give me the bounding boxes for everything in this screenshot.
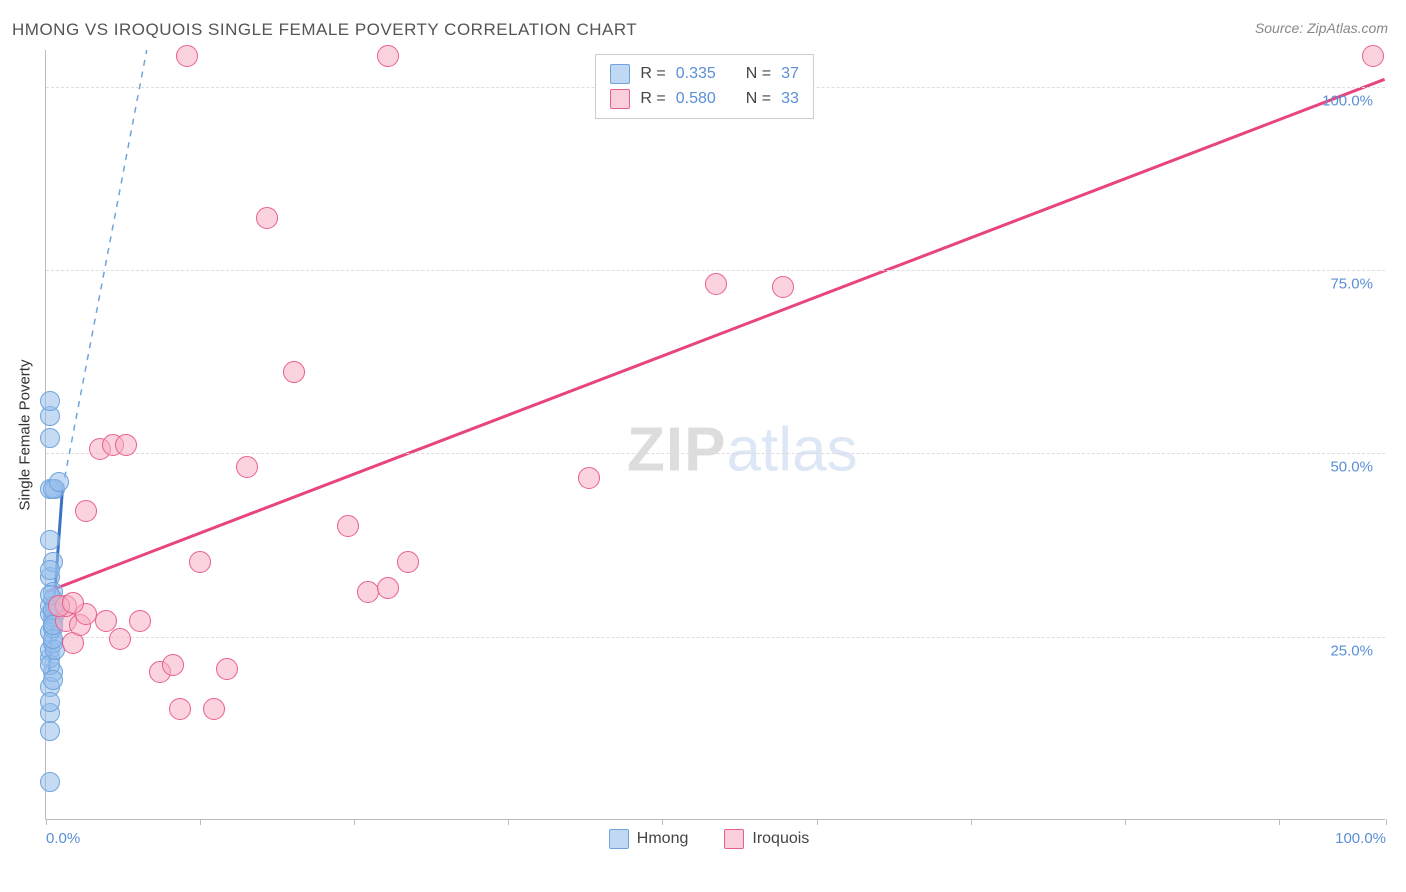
watermark: ZIPatlas — [627, 414, 857, 485]
scatter-point — [40, 428, 60, 448]
x-tick-label: 0.0% — [46, 830, 80, 847]
scatter-point — [283, 361, 305, 383]
gridline — [46, 270, 1385, 271]
chart-title: HMONG VS IROQUOIS SINGLE FEMALE POVERTY … — [12, 20, 637, 40]
scatter-point — [49, 472, 69, 492]
legend-swatch — [724, 829, 744, 849]
legend-swatch — [610, 64, 630, 84]
x-tick — [1386, 819, 1387, 825]
legend-r-value: 0.580 — [676, 86, 716, 112]
y-tick-label: 100.0% — [1322, 92, 1373, 109]
legend-n-label: N = — [746, 61, 771, 87]
scatter-point — [377, 45, 399, 67]
legend-r-value: 0.335 — [676, 61, 716, 87]
legend-correlation: R = 0.335 N = 37 R = 0.580 N = 33 — [595, 54, 814, 119]
trend-lines-layer — [46, 50, 1385, 819]
watermark-part1: ZIP — [627, 415, 726, 484]
y-tick-label: 75.0% — [1330, 276, 1373, 293]
legend-series: Hmong Iroquois — [609, 829, 836, 849]
legend-n-value: 37 — [781, 61, 799, 87]
scatter-point — [62, 592, 84, 614]
legend-item: Hmong — [609, 829, 689, 849]
legend-n-value: 33 — [781, 86, 799, 112]
scatter-point — [40, 692, 60, 712]
chart-plot-area: ZIPatlas 25.0%50.0%75.0%100.0%0.0%100.0%… — [45, 50, 1385, 820]
scatter-point — [162, 654, 184, 676]
x-tick-label: 100.0% — [1335, 830, 1386, 847]
scatter-point — [203, 698, 225, 720]
scatter-point — [216, 658, 238, 680]
scatter-point — [43, 670, 63, 690]
scatter-point — [40, 560, 60, 580]
scatter-point — [1362, 45, 1384, 67]
scatter-point — [236, 456, 258, 478]
x-tick — [971, 819, 972, 825]
legend-swatch — [610, 89, 630, 109]
x-tick — [354, 819, 355, 825]
scatter-point — [256, 207, 278, 229]
x-tick — [662, 819, 663, 825]
x-tick — [508, 819, 509, 825]
x-tick — [200, 819, 201, 825]
scatter-point — [40, 391, 60, 411]
scatter-point — [337, 515, 359, 537]
scatter-point — [75, 500, 97, 522]
gridline — [46, 453, 1385, 454]
scatter-point — [705, 273, 727, 295]
scatter-point — [772, 276, 794, 298]
scatter-point — [115, 434, 137, 456]
x-tick — [817, 819, 818, 825]
scatter-point — [397, 551, 419, 573]
trend-line — [46, 79, 1384, 592]
watermark-part2: atlas — [727, 415, 858, 484]
scatter-point — [189, 551, 211, 573]
gridline — [46, 637, 1385, 638]
source-label: Source: ZipAtlas.com — [1255, 20, 1388, 36]
legend-r-label: R = — [640, 86, 665, 112]
scatter-point — [176, 45, 198, 67]
scatter-point — [377, 577, 399, 599]
y-axis-label: Single Female Poverty — [17, 360, 34, 511]
y-tick-label: 50.0% — [1330, 459, 1373, 476]
legend-n-label: N = — [746, 86, 771, 112]
y-tick-label: 25.0% — [1330, 642, 1373, 659]
scatter-point — [40, 772, 60, 792]
legend-row: R = 0.580 N = 33 — [610, 86, 799, 112]
x-tick — [1279, 819, 1280, 825]
scatter-point — [357, 581, 379, 603]
scatter-point — [40, 721, 60, 741]
legend-row: R = 0.335 N = 37 — [610, 61, 799, 87]
scatter-point — [578, 467, 600, 489]
scatter-point — [129, 610, 151, 632]
legend-label: Hmong — [637, 830, 689, 848]
x-tick — [1125, 819, 1126, 825]
legend-r-label: R = — [640, 61, 665, 87]
legend-item: Iroquois — [724, 829, 809, 849]
legend-swatch — [609, 829, 629, 849]
scatter-point — [40, 530, 60, 550]
scatter-point — [169, 698, 191, 720]
scatter-point — [109, 628, 131, 650]
legend-label: Iroquois — [752, 830, 809, 848]
x-tick — [46, 819, 47, 825]
